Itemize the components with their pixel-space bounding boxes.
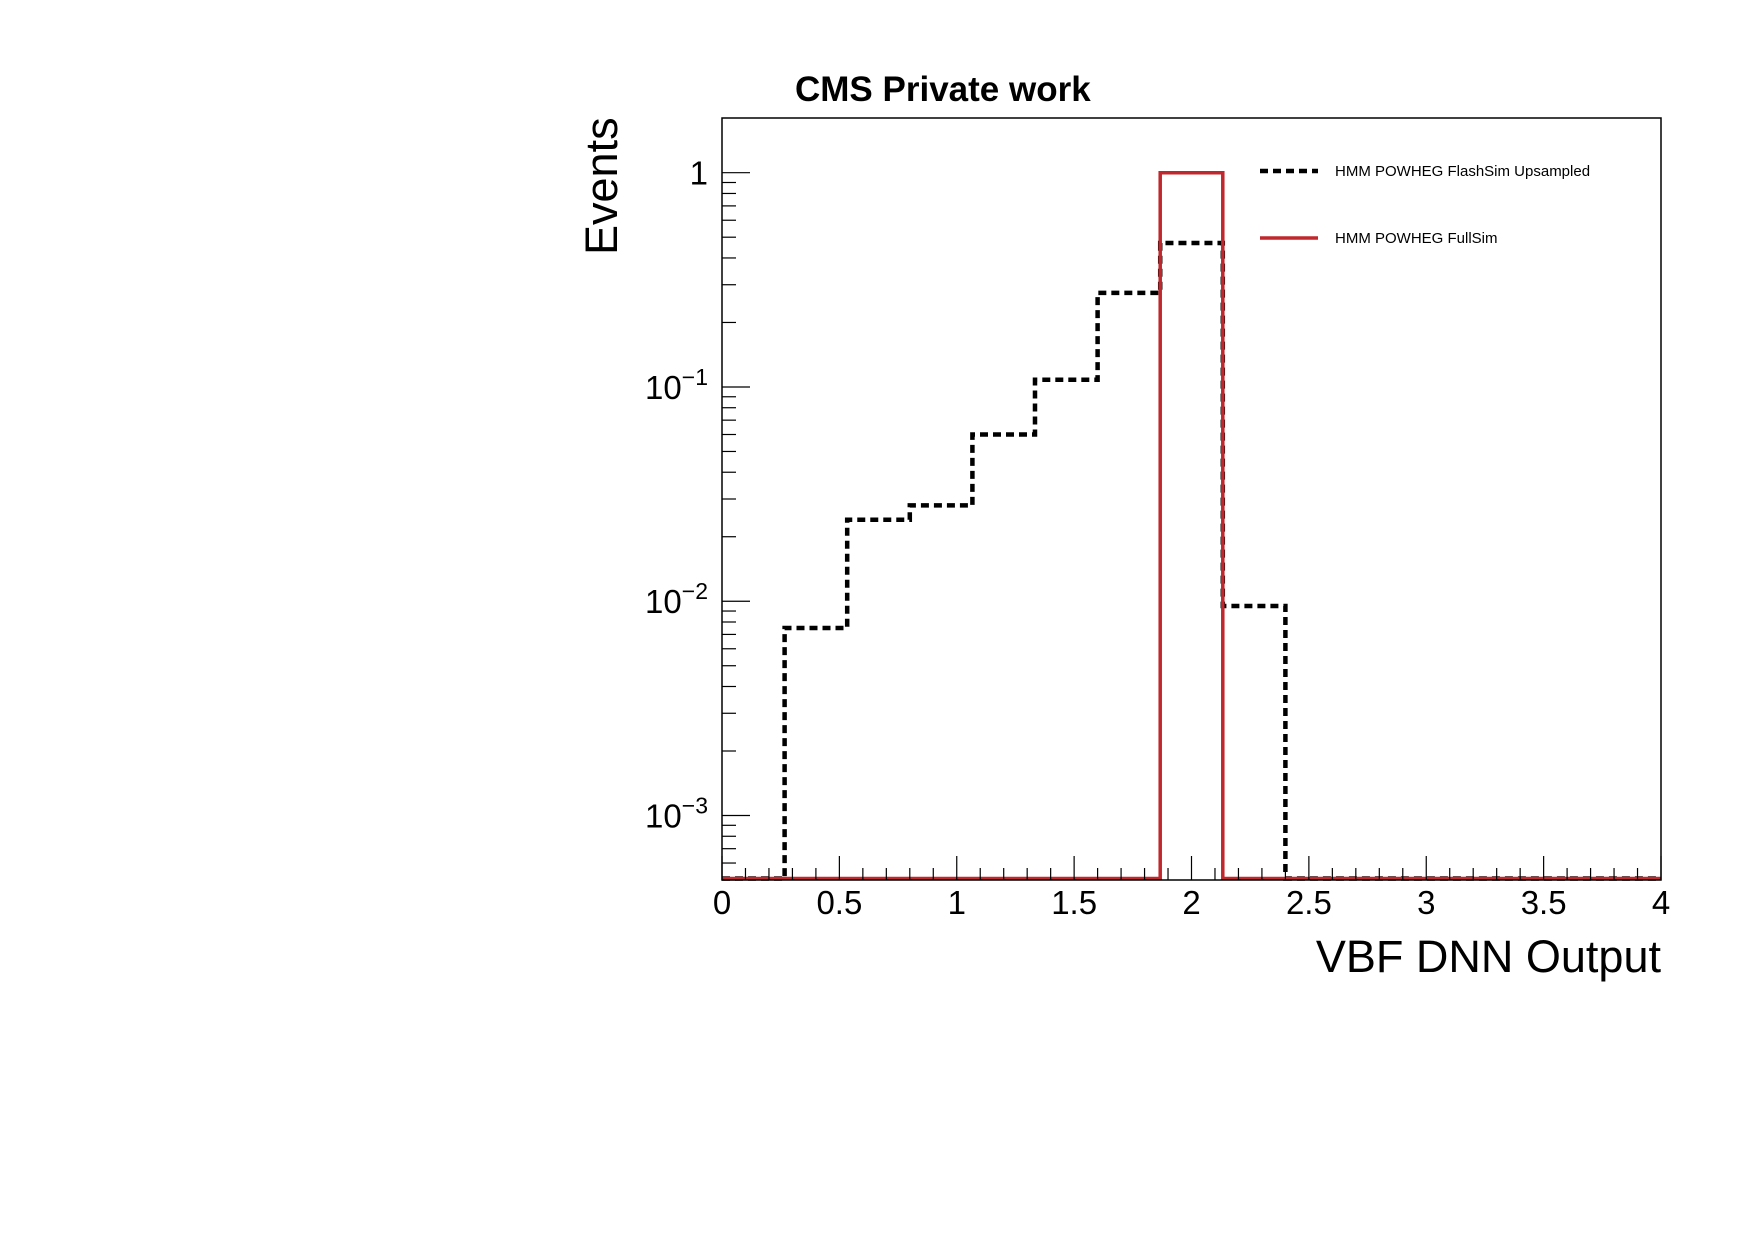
axes: 0 0.5 1 1.5 2 2.5 3 3.5 4 1 10−1 10−2 10−3: [645, 117, 1670, 921]
y-axis-title: Events: [576, 117, 627, 255]
y-tick-label: 10−2: [645, 578, 708, 620]
histogram-bin: [1223, 606, 1286, 880]
series-1: [722, 240, 1661, 881]
x-tick-label: 0: [713, 884, 731, 921]
x-tick-label: 1.5: [1051, 884, 1097, 921]
histogram-bin: [1035, 380, 1098, 880]
histogram-bin: [1160, 173, 1223, 880]
histogram-bin: [972, 434, 1035, 880]
histogram-bin: [847, 520, 910, 880]
x-tick-label: 3: [1417, 884, 1435, 921]
x-tick-label: 0.5: [816, 884, 862, 921]
histogram-bin: [910, 505, 973, 880]
series-line: [722, 170, 1661, 881]
legend-label: HMM POWHEG FullSim: [1335, 230, 1498, 247]
series-line: [722, 240, 1661, 881]
legend: HMM POWHEG FlashSim Upsampled HMM POWHEG …: [1260, 163, 1590, 247]
histogram-bin: [785, 628, 848, 880]
series-2: [722, 170, 1661, 881]
legend-label: HMM POWHEG FlashSim Upsampled: [1335, 163, 1590, 180]
y-tick-label: 1: [690, 155, 708, 192]
x-tick-label: 4: [1652, 884, 1670, 921]
legend-entry: HMM POWHEG FullSim: [1260, 230, 1498, 247]
x-tick-label: 2.5: [1286, 884, 1332, 921]
x-tick-label: 3.5: [1521, 884, 1567, 921]
y-tick-label: 10−1: [645, 364, 708, 406]
x-tick-label: 2: [1182, 884, 1200, 921]
x-tick-label: 1: [948, 884, 966, 921]
plot-series: [722, 170, 1661, 881]
legend-entry: HMM POWHEG FlashSim Upsampled: [1260, 163, 1590, 180]
y-tick-label: 10−3: [645, 792, 708, 834]
histogram-bin: [1098, 293, 1161, 880]
x-axis-title: VBF DNN Output: [1316, 931, 1662, 982]
chart-title: CMS Private work: [795, 70, 1091, 109]
